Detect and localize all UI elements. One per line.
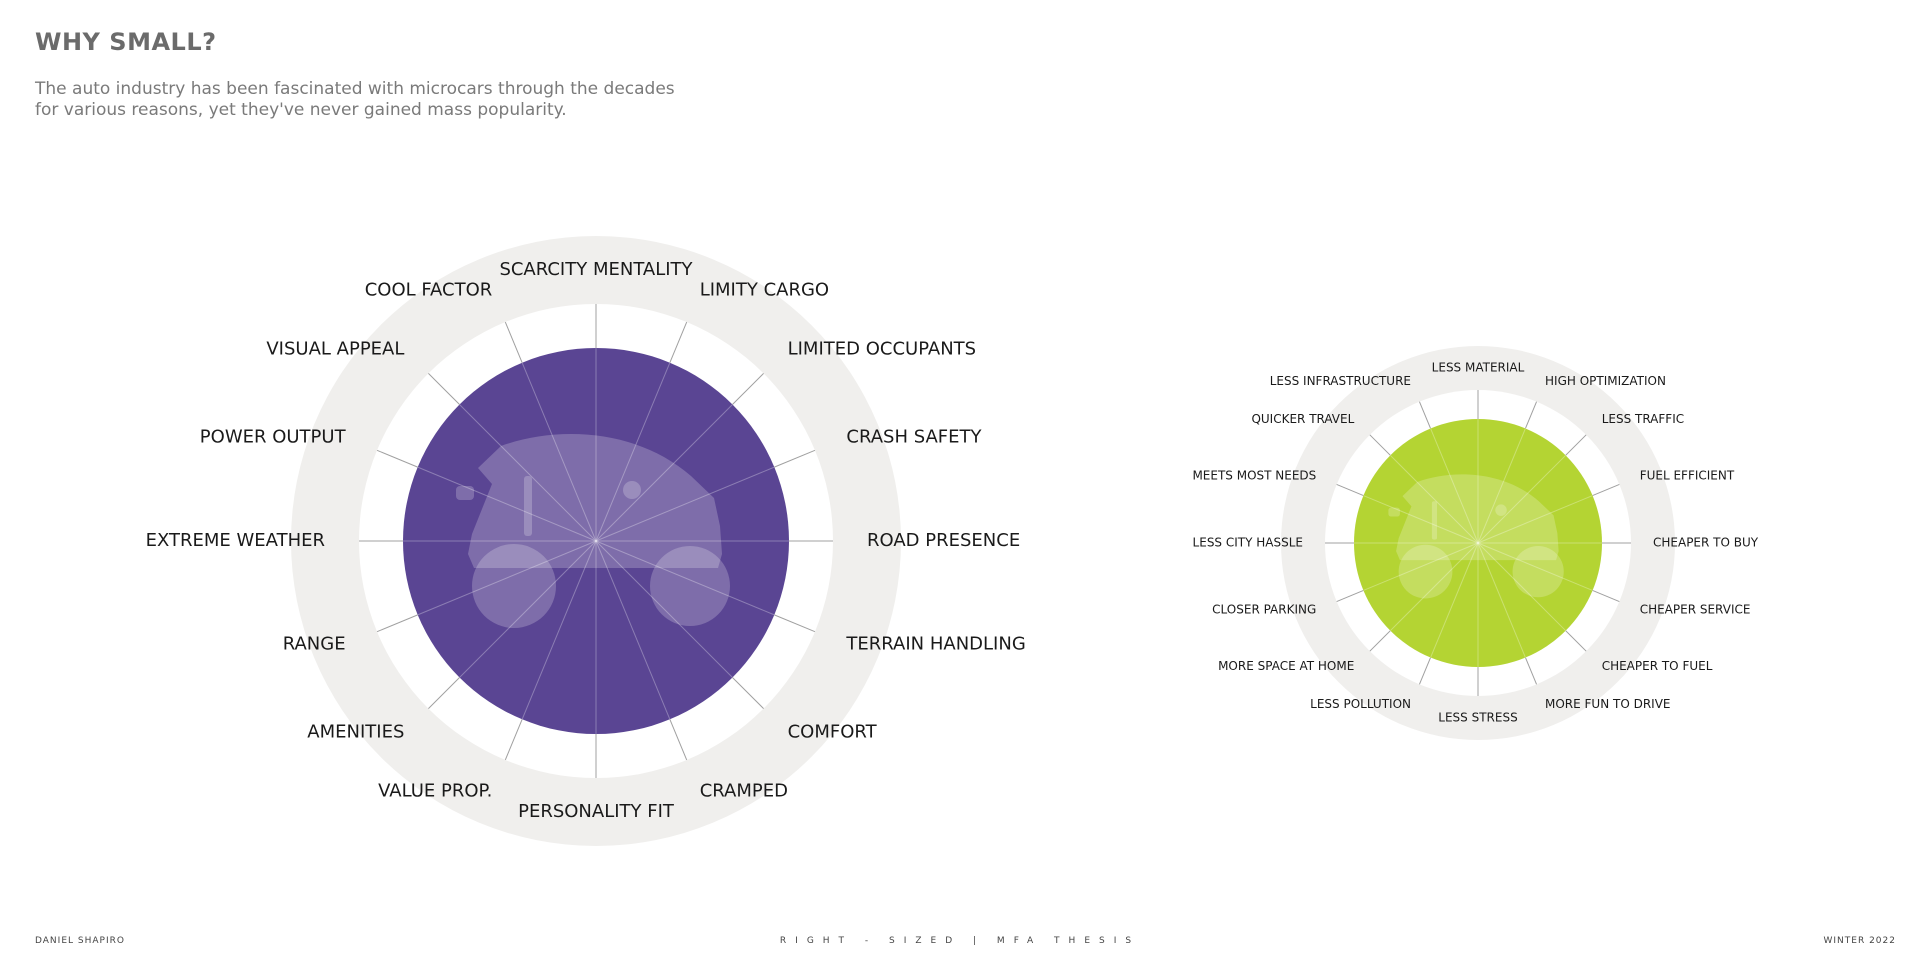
benefits-spokes bbox=[1325, 390, 1631, 696]
benefit-core-spoke bbox=[1477, 542, 1526, 658]
benefit-spoke bbox=[1524, 401, 1538, 429]
challenge-spoke bbox=[428, 373, 460, 405]
challenges-labels: SCARCITY MENTALITY LIMITY CARGO LIMITED OC… bbox=[146, 259, 1026, 822]
intro-text: The auto industry has been fascinated wi… bbox=[35, 79, 735, 121]
benefit-core-spoke bbox=[1389, 454, 1479, 544]
footer-term: WINTER 2022 bbox=[1823, 936, 1896, 946]
benefit-spoke bbox=[1565, 630, 1587, 652]
challenges-spokes bbox=[359, 304, 833, 778]
benefit-spoke bbox=[1592, 483, 1620, 497]
challenge-core-spoke bbox=[459, 540, 597, 678]
challenge-spoke bbox=[504, 321, 523, 363]
benefit-core-spoke bbox=[1389, 542, 1479, 632]
benefit-label: MORE FUN TO DRIVE bbox=[1545, 697, 1671, 711]
challenge-spoke bbox=[732, 373, 764, 405]
challenge-spoke bbox=[376, 449, 418, 468]
page-title: WHY SMALL? bbox=[35, 28, 217, 56]
benefit-label: LESS TRAFFIC bbox=[1602, 412, 1684, 426]
benefit-label: CHEAPER TO FUEL bbox=[1602, 659, 1713, 673]
challenge-label: TERRAIN HANDLING bbox=[845, 634, 1025, 655]
benefit-label: CLOSER PARKING bbox=[1212, 603, 1316, 617]
footer-author: DANIEL SHAPIRO bbox=[35, 936, 125, 946]
challenge-spoke bbox=[669, 321, 688, 363]
benefit-spoke bbox=[1418, 401, 1432, 429]
challenges-wheel: SCARCITY MENTALITY LIMITY CARGO LIMITED OC… bbox=[146, 236, 1026, 846]
benefit-label: LESS MATERIAL bbox=[1432, 361, 1525, 375]
benefit-label: FUEL EFFICIENT bbox=[1640, 469, 1735, 483]
challenge-core-spoke bbox=[417, 540, 597, 616]
benefit-spoke bbox=[1336, 589, 1364, 603]
challenge-label: SCARCITY MENTALITY bbox=[499, 259, 693, 280]
challenge-label: COOL FACTOR bbox=[365, 280, 493, 301]
benefit-spoke bbox=[1524, 657, 1538, 685]
benefit-label: MEETS MOST NEEDS bbox=[1192, 469, 1316, 483]
challenge-spoke bbox=[376, 614, 418, 633]
benefit-core-spoke bbox=[1477, 454, 1567, 544]
benefit-label: HIGH OPTIMIZATION bbox=[1545, 374, 1666, 388]
challenge-core-spoke bbox=[521, 540, 597, 720]
benefit-label: CHEAPER SERVICE bbox=[1640, 603, 1751, 617]
benefit-label: LESS INFRASTRUCTURE bbox=[1270, 374, 1411, 388]
intro-line-2: for various reasons, yet they've never g… bbox=[35, 100, 567, 120]
challenge-core-spoke bbox=[595, 540, 733, 678]
challenge-label: VALUE PROP. bbox=[378, 780, 492, 801]
benefit-spoke bbox=[1418, 657, 1432, 685]
challenge-label: EXTREME WEATHER bbox=[146, 530, 325, 551]
benefit-core-spoke bbox=[1363, 542, 1479, 591]
intro-line-1: The auto industry has been fascinated wi… bbox=[35, 79, 675, 99]
benefit-core-spoke bbox=[1477, 542, 1593, 591]
challenge-label: AMENITIES bbox=[307, 722, 404, 743]
benefit-core-spoke bbox=[1363, 495, 1479, 544]
benefit-spoke bbox=[1336, 483, 1364, 497]
benefits-inner-spokes bbox=[1354, 419, 1602, 667]
challenge-spoke bbox=[774, 614, 816, 633]
challenge-label: CRASH SAFETY bbox=[846, 426, 982, 447]
challenge-label: VISUAL APPEAL bbox=[266, 338, 404, 359]
benefit-label: LESS STRESS bbox=[1438, 711, 1517, 725]
benefit-core-spoke bbox=[1477, 495, 1593, 544]
footer-project: RIGHT - SIZED | MFA THESIS bbox=[779, 936, 1141, 946]
benefits-labels: LESS MATERIAL HIGH OPTIMIZATION LESS TRAFF… bbox=[1192, 361, 1758, 725]
challenge-label: PERSONALITY FIT bbox=[518, 801, 675, 822]
benefit-core-spoke bbox=[1430, 542, 1479, 658]
benefit-label: LESS POLLUTION bbox=[1310, 697, 1411, 711]
challenge-label: LIMITED OCCUPANTS bbox=[788, 338, 977, 359]
challenge-spoke bbox=[428, 677, 460, 709]
challenge-core-spoke bbox=[417, 466, 597, 542]
benefit-label: CHEAPER TO BUY bbox=[1653, 536, 1759, 550]
challenge-label: RANGE bbox=[283, 634, 346, 655]
challenge-spoke bbox=[774, 449, 816, 468]
challenge-spoke bbox=[732, 677, 764, 709]
benefit-core-spoke bbox=[1477, 428, 1526, 544]
benefit-label: QUICKER TRAVEL bbox=[1251, 412, 1354, 426]
benefit-core-spoke bbox=[1430, 428, 1479, 544]
challenge-label: POWER OUTPUT bbox=[200, 426, 347, 447]
benefit-label: MORE SPACE AT HOME bbox=[1218, 659, 1354, 673]
challenge-core-spoke bbox=[595, 404, 733, 542]
challenge-core-spoke bbox=[595, 466, 775, 542]
benefit-spoke bbox=[1592, 589, 1620, 603]
benefit-spoke bbox=[1369, 434, 1391, 456]
challenge-core-spoke bbox=[459, 404, 597, 542]
challenge-core-spoke bbox=[521, 362, 597, 542]
challenge-label: CRAMPED bbox=[700, 780, 788, 801]
challenge-spoke bbox=[504, 719, 523, 761]
benefits-wheel: LESS MATERIAL HIGH OPTIMIZATION LESS TRAFF… bbox=[1192, 346, 1759, 740]
challenges-inner-spokes bbox=[403, 348, 789, 734]
challenge-core-spoke bbox=[595, 540, 775, 616]
benefit-label: LESS CITY HASSLE bbox=[1193, 536, 1303, 550]
benefit-core-spoke bbox=[1477, 542, 1567, 632]
challenge-core-spoke bbox=[595, 362, 671, 542]
challenge-label: COMFORT bbox=[788, 722, 878, 743]
challenge-label: ROAD PRESENCE bbox=[867, 530, 1020, 551]
benefit-spoke bbox=[1565, 434, 1587, 456]
challenge-label: LIMITY CARGO bbox=[700, 280, 829, 301]
benefit-spoke bbox=[1369, 630, 1391, 652]
challenge-core-spoke bbox=[595, 540, 671, 720]
challenge-spoke bbox=[669, 719, 688, 761]
